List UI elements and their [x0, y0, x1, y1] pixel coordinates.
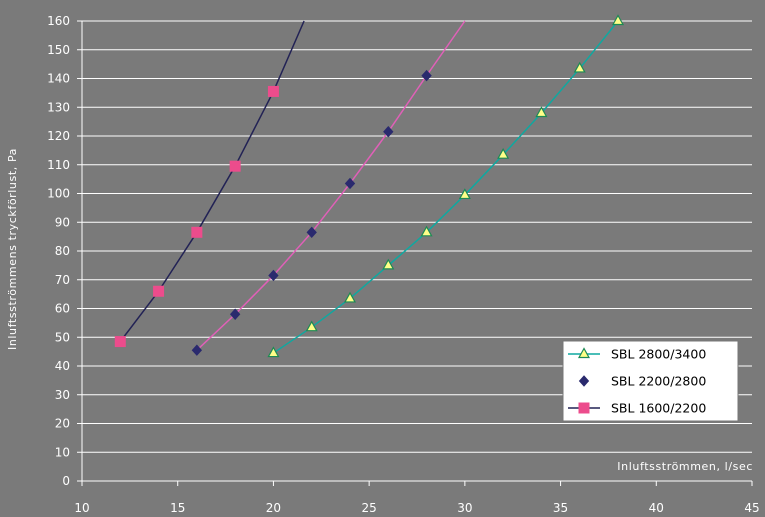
- data-point: [611, 14, 625, 26]
- data-point: [114, 336, 126, 348]
- data-point: [343, 291, 357, 303]
- x-tick-label: 20: [266, 501, 281, 515]
- data-point: [229, 308, 241, 320]
- legend-entry: SBL 2200/2800: [578, 374, 706, 389]
- series-sbl-2800-3400: [267, 14, 625, 358]
- data-point: [497, 147, 510, 159]
- y-tick-label: 40: [55, 359, 70, 373]
- x-axis-ticks: 10 15 20 25 30 35 40 45: [74, 481, 760, 515]
- legend-marker-swatch: [577, 347, 591, 359]
- y-tick-label: 100: [47, 187, 70, 201]
- legend-label: SBL 1600/2200: [611, 401, 706, 416]
- data-point: [421, 69, 432, 82]
- data-point: [306, 226, 317, 239]
- x-tick-label: 15: [170, 501, 185, 515]
- y-tick-label: 10: [55, 445, 70, 459]
- data-point: [573, 61, 586, 73]
- data-point: [305, 320, 318, 332]
- legend-entry: SBL 1600/2200: [568, 401, 706, 416]
- data-point: [153, 285, 165, 297]
- y-tick-label: 140: [47, 72, 70, 86]
- y-tick-label: 90: [55, 215, 70, 229]
- data-point: [229, 160, 241, 172]
- y-tick-label: 50: [55, 330, 70, 344]
- data-point: [535, 106, 548, 118]
- data-point: [268, 269, 279, 282]
- data-point: [267, 85, 279, 97]
- data-point: [382, 258, 395, 270]
- series-line: [196, 20, 466, 351]
- data-point: [458, 188, 471, 200]
- y-axis-title: Inluftsströmmens tryckförlust, Pa: [6, 148, 19, 350]
- x-tick-label: 25: [362, 501, 377, 515]
- data-point: [344, 177, 356, 190]
- y-tick-label: 160: [47, 14, 70, 28]
- y-tick-label: 0: [62, 474, 70, 488]
- y-tick-label: 150: [47, 43, 70, 57]
- y-tick-label: 20: [55, 417, 70, 431]
- legend-marker-swatch: [578, 402, 590, 414]
- legend-label: SBL 2800/3400: [611, 347, 706, 362]
- series-sbl-2200-2800: [191, 20, 466, 356]
- legend-marker-swatch: [578, 375, 590, 387]
- data-point: [383, 125, 394, 138]
- x-tick-label: 35: [553, 501, 568, 515]
- y-tick-label: 80: [55, 244, 70, 258]
- x-tick-label: 10: [74, 501, 89, 515]
- series-layer: [114, 14, 625, 358]
- y-tick-label: 130: [47, 100, 70, 114]
- series-line: [273, 20, 619, 354]
- series-sbl-1600-2200: [114, 20, 305, 348]
- series-line: [119, 20, 305, 343]
- x-tick-label: 40: [649, 501, 664, 515]
- legend: SBL 2800/3400 SBL 2200/2800 SBL 1600/2200: [562, 340, 739, 422]
- data-point: [191, 344, 203, 356]
- data-point: [420, 225, 433, 237]
- x-axis-title: Inluftsströmmen, l/sec: [617, 460, 753, 473]
- x-tick-label: 30: [457, 501, 472, 515]
- y-axis-ticks: 0 10 20 30 40 50 60 70 80 90 100 110 120 130 140 150 160: [47, 14, 82, 488]
- y-tick-label: 70: [55, 273, 70, 287]
- y-tick-label: 110: [47, 158, 70, 172]
- y-tick-label: 30: [55, 388, 70, 402]
- y-tick-label: 120: [47, 129, 70, 143]
- legend-label: SBL 2200/2800: [611, 374, 706, 389]
- y-tick-label: 60: [55, 302, 70, 316]
- x-tick-label: 45: [744, 501, 759, 515]
- data-point: [267, 346, 280, 358]
- data-point: [191, 226, 203, 238]
- legend-entry: SBL 2800/3400: [568, 347, 706, 362]
